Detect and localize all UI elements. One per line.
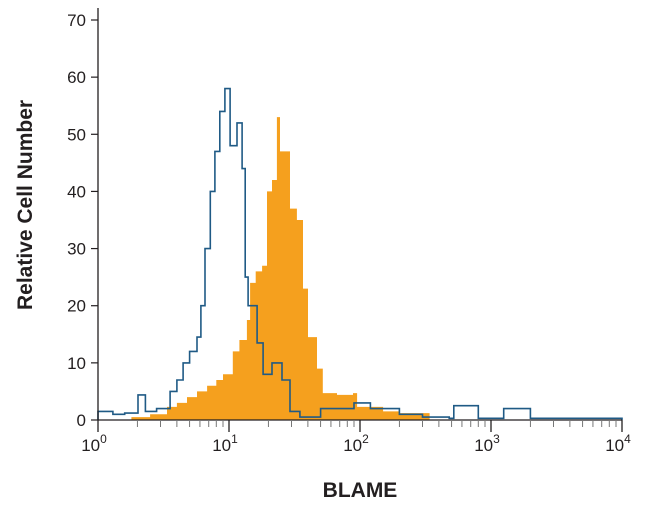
y-tick-label: 60 [67, 68, 86, 87]
x-tick-label: 103 [474, 432, 500, 455]
y-tick-label: 70 [67, 11, 86, 30]
treated-histogram [131, 117, 430, 420]
y-axis-label: Relative Cell Number [14, 100, 37, 310]
isotype-control-histogram [97, 87, 623, 420]
y-tick-label: 20 [67, 297, 86, 316]
x-tick-label: 100 [81, 432, 107, 455]
y-tick-label: 0 [77, 411, 86, 430]
axes-layer: 0 10 20 30 40 50 60 70 100 101 102 103 104 [67, 8, 631, 455]
y-tick-label: 30 [67, 240, 86, 259]
x-tick-label: 104 [605, 432, 631, 455]
y-tick-label: 40 [67, 182, 86, 201]
x-tick-label: 101 [212, 432, 238, 455]
y-tick-label: 50 [67, 125, 86, 144]
series-layer [97, 87, 623, 420]
y-tick-label: 10 [67, 354, 86, 373]
x-tick-label: 102 [343, 432, 369, 455]
x-axis-label: BLAME [323, 479, 398, 502]
